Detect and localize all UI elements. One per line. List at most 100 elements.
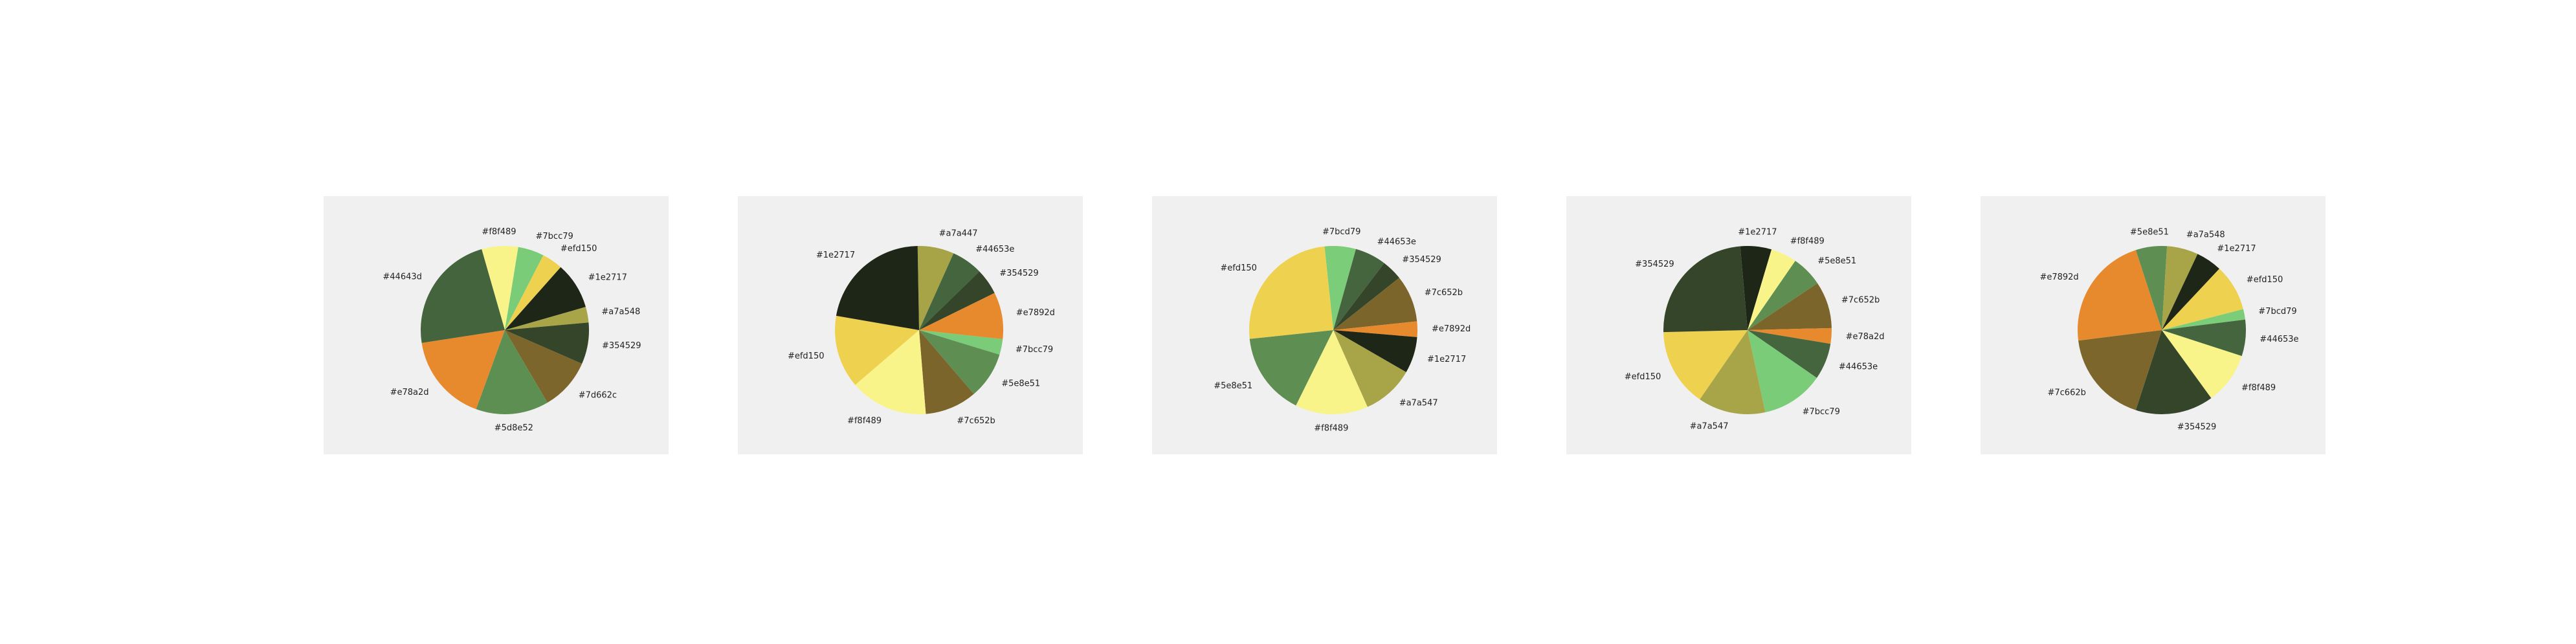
- pie-slice: [919, 330, 1003, 355]
- pie-slice: [919, 293, 1003, 340]
- slice-label: #f8f489: [2241, 383, 2276, 393]
- slice-label: #e78a2d: [390, 388, 429, 397]
- pie-slice: [2135, 330, 2212, 415]
- pie-slice: [476, 330, 548, 414]
- pie-chart-panel-2: #a7a447 #44653e #354529 #e7892d #7bcc79 #5e8e…: [738, 196, 1083, 454]
- pie-chart-4: #1e2717 #f8f489 #5e8e51 #7c652b #e78a2d #4465…: [1625, 227, 1885, 432]
- pie-slice: [836, 246, 919, 330]
- pie-chart-3: #7bcd79 #44653e #354529 #7c652b #e7892d #1e27…: [1214, 227, 1471, 434]
- pie-slice: [2162, 246, 2198, 330]
- slice-label: #f8f489: [482, 227, 516, 237]
- pie-slice: [1700, 330, 1766, 414]
- slice-label: #44653e: [975, 245, 1014, 254]
- pie-slice: [919, 253, 980, 330]
- pie-slice: [2135, 246, 2168, 330]
- pie-slice: [919, 330, 974, 414]
- slice-label: #a7a547: [1399, 399, 1438, 408]
- slice-label: #7bcd79: [2258, 307, 2296, 316]
- pie-slice: [1748, 330, 1831, 378]
- slice-label: #7c652b: [957, 416, 995, 426]
- slice-label: #7bcc79: [536, 232, 573, 241]
- pie-chart-5: #5e8e51 #a7a548 #1e2717 #efd150 #7bcd79 #4465…: [2039, 228, 2298, 432]
- slice-label: #1e2717: [1427, 355, 1466, 364]
- pie-slice: [1249, 246, 1333, 339]
- slice-label: #7bcd79: [1322, 227, 1360, 237]
- pie-slice: [505, 330, 583, 403]
- pie-slice: [1748, 328, 1832, 344]
- slice-label: #a7a447: [939, 229, 978, 239]
- slice-label: #1e2717: [588, 273, 627, 283]
- slice-label: #7bcc79: [1803, 407, 1840, 417]
- pie-slice: [919, 271, 995, 330]
- pie-slice: [2162, 330, 2242, 399]
- slice-label: #44653e: [1839, 362, 1878, 372]
- pie-slice: [421, 330, 505, 410]
- pie-slice: [2162, 319, 2246, 357]
- slice-label: #5e8e51: [1817, 256, 1856, 266]
- pie-slice: [1324, 245, 1356, 330]
- pie-chart-panel-4: #1e2717 #f8f489 #5e8e51 #7c652b #e78a2d #4465…: [1566, 196, 1911, 454]
- pie-slice: [1333, 278, 1417, 330]
- pie-slice: [505, 267, 586, 330]
- slice-label: #efd150: [1625, 372, 1661, 382]
- pie-slice: [1663, 330, 1748, 400]
- pie-slice: [1748, 283, 1832, 330]
- pie-slice: [421, 249, 505, 343]
- pie-slice: [1748, 249, 1795, 330]
- slice-label: #44653e: [1377, 237, 1416, 247]
- slice-label: #a7a548: [601, 307, 640, 317]
- pie-slice: [919, 330, 1000, 394]
- pie-slice: [1333, 263, 1399, 330]
- pie-chart-2: #a7a447 #44653e #354529 #e7892d #7bcc79 #5e8e…: [788, 229, 1055, 426]
- slice-label: #7bcc79: [1016, 345, 1053, 355]
- pie-slice: [855, 330, 926, 414]
- pie-slice: [1748, 260, 1818, 330]
- pie-slice: [2078, 250, 2162, 341]
- slice-label: #7c662b: [2048, 388, 2086, 397]
- slice-label: #efd150: [561, 244, 597, 254]
- pie-chart-panel-5: #5e8e51 #a7a548 #1e2717 #efd150 #7bcd79 #4465…: [1981, 196, 2326, 454]
- slice-label: #f8f489: [1314, 424, 1348, 434]
- pie-slice: [1333, 330, 1406, 407]
- pie-slice: [505, 322, 589, 364]
- slice-label: #e7892d: [1432, 324, 1471, 334]
- slice-label: #1e2717: [2217, 244, 2256, 254]
- pie-slice: [505, 247, 544, 330]
- pie-slice: [1296, 330, 1368, 414]
- slice-label: #a7a548: [2186, 230, 2225, 239]
- slice-label: #354529: [1635, 260, 1674, 269]
- pie-slice: [1333, 330, 1417, 372]
- slice-label: #7c652b: [1425, 288, 1463, 298]
- slice-label: #e7892d: [1016, 308, 1055, 318]
- slice-label: #efd150: [2247, 275, 2283, 285]
- slice-label: #1e2717: [816, 250, 855, 260]
- pie-chart-panel-3: #7bcd79 #44653e #354529 #7c652b #e7892d #1e27…: [1152, 196, 1497, 454]
- slice-label: #5e8e51: [1214, 381, 1252, 391]
- slice-label: #f8f489: [1790, 236, 1825, 246]
- slice-label: #e7892d: [2039, 272, 2078, 282]
- slice-label: #1e2717: [1738, 227, 1777, 237]
- pie-slice: [2162, 269, 2243, 330]
- slice-label: #7d662c: [579, 390, 617, 400]
- slice-label: #5e8e51: [1001, 379, 1040, 389]
- slice-label: #44643d: [383, 272, 422, 282]
- pie-slice: [2162, 254, 2219, 330]
- slice-label: #a7a547: [1690, 422, 1729, 432]
- pie-slice: [835, 315, 919, 385]
- slice-label: #44653e: [2260, 335, 2298, 344]
- pie-slice: [1740, 245, 1772, 330]
- slice-label: #354529: [1402, 255, 1441, 265]
- slice-label: #e78a2d: [1846, 332, 1885, 342]
- pie-slice: [482, 246, 518, 330]
- pie-slice: [2078, 330, 2162, 410]
- pie-slice: [1249, 330, 1333, 406]
- slice-label: #354529: [2177, 423, 2217, 432]
- pie-slice: [917, 246, 954, 330]
- slice-label: #5d8e52: [494, 423, 533, 433]
- slice-label: #efd150: [788, 351, 825, 361]
- pie-chart-panel-1: #f8f489 #7bcc79 #efd150 #1e2717 #a7a548 #3545…: [324, 196, 669, 454]
- pie-slice: [505, 255, 561, 330]
- pie-chart-1: #f8f489 #7bcc79 #efd150 #1e2717 #a7a548 #3545…: [383, 227, 641, 433]
- pie-slice: [1333, 249, 1384, 330]
- pie-slice: [505, 307, 589, 330]
